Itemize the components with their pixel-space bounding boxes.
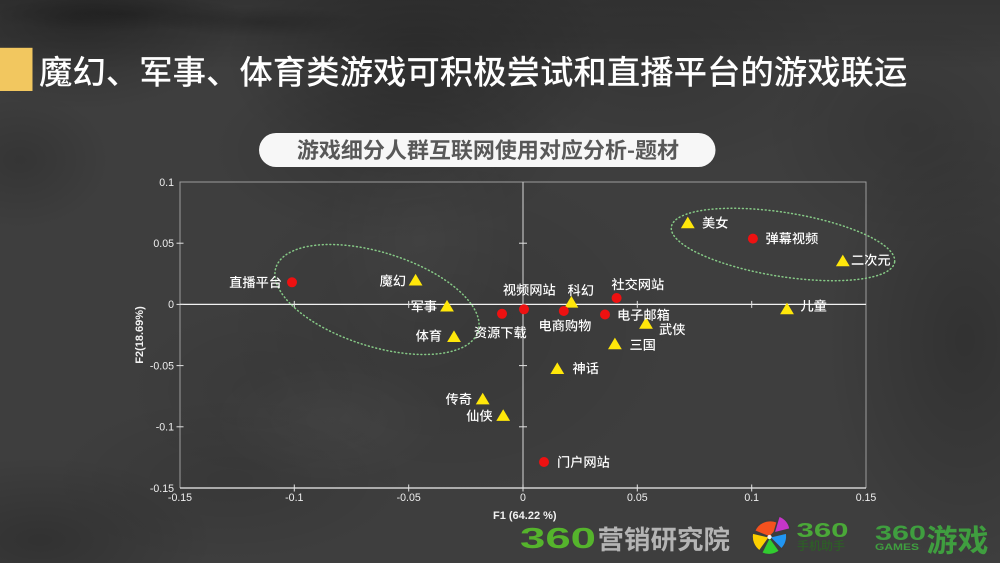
svg-text:F1 (64.22 %): F1 (64.22 %) xyxy=(493,510,557,522)
svg-text:F2(18.69%): F2(18.69%) xyxy=(134,306,146,364)
svg-text:-0.1: -0.1 xyxy=(156,422,174,434)
svg-text:-0.05: -0.05 xyxy=(397,492,421,504)
svg-text:360: 360 xyxy=(520,523,596,555)
svg-text:0: 0 xyxy=(168,299,174,311)
svg-text:-0.05: -0.05 xyxy=(150,360,174,372)
svg-text:0.05: 0.05 xyxy=(627,492,648,504)
svg-text:360: 360 xyxy=(875,522,926,545)
svg-text:0.05: 0.05 xyxy=(153,238,174,250)
svg-text:0.15: 0.15 xyxy=(856,492,877,504)
svg-text:-0.1: -0.1 xyxy=(285,492,303,504)
svg-text:0: 0 xyxy=(520,492,526,504)
svg-text:360: 360 xyxy=(797,520,849,542)
svg-text:-0.15: -0.15 xyxy=(150,483,174,495)
svg-text:GAMES: GAMES xyxy=(875,542,919,553)
svg-text:0.1: 0.1 xyxy=(159,177,174,189)
svg-text:-0.15: -0.15 xyxy=(168,492,192,504)
svg-text:0.1: 0.1 xyxy=(744,492,759,504)
